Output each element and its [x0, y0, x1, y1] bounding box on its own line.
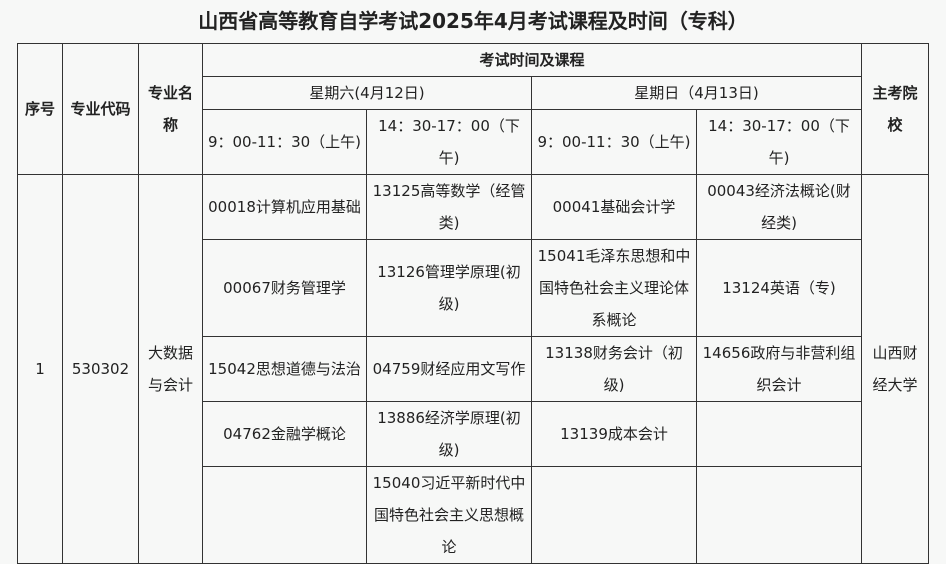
table-row: 00067财务管理学 13126管理学原理(初级) 15041毛泽东思想和中国特… — [18, 239, 929, 337]
header-major-code: 专业代码 — [62, 43, 139, 175]
table-row: 15042思想道德与法治 04759财经应用文写作 13138财务会计（初级) … — [18, 336, 929, 402]
table-row: 1 530302 大数据与会计 00018计算机应用基础 13125高等数学（经… — [17, 174, 929, 564]
course-cell: 13125高等数学（经管类) — [366, 174, 532, 240]
cell-major-name: 大数据与会计 — [138, 174, 203, 564]
header-saturday: 星期六(4月12日) — [202, 76, 532, 110]
cell-major-code: 530302 — [62, 174, 139, 564]
course-cell: 13126管理学原理(初级) — [366, 239, 532, 337]
course-cell: 13138财务会计（初级) — [531, 336, 697, 402]
course-cell: 00043经济法概论(财经类) — [696, 174, 862, 240]
course-cell: 13124英语（专) — [696, 239, 862, 337]
page-title: 山西省高等教育自学考试2025年4月考试课程及时间（专科） — [198, 9, 748, 33]
header-exam-time-courses: 考试时间及课程 — [202, 43, 862, 77]
course-cell: 04762金融学概论 — [202, 401, 367, 467]
header-sun-afternoon: 14：30-17：00（下午) — [696, 109, 862, 175]
course-cell: 00067财务管理学 — [202, 239, 367, 337]
course-cell: 15042思想道德与法治 — [202, 336, 367, 402]
course-cell: 15040习近平新时代中国特色社会主义思想概论 — [366, 466, 532, 564]
course-cell: 13139成本会计 — [531, 401, 697, 467]
cell-seq: 1 — [17, 174, 63, 564]
course-cell: 14656政府与非营利组织会计 — [696, 336, 862, 402]
course-cell: 00041基础会计学 — [531, 174, 697, 240]
course-cell: 04759财经应用文写作 — [366, 336, 532, 402]
header-sat-afternoon: 14：30-17：00（下午) — [366, 109, 532, 175]
course-cell: 00018计算机应用基础 — [202, 174, 367, 240]
course-cell — [531, 466, 697, 564]
header-seq: 序号 — [17, 43, 63, 175]
header-major-name: 专业名称 — [138, 43, 203, 175]
header-school: 主考院校 — [861, 43, 929, 175]
header-sat-morning: 9：00-11：30（上午) — [202, 109, 367, 175]
table-row: 04762金融学概论 13886经济学原理(初级) 13139成本会计 — [18, 401, 929, 467]
course-cell: 15041毛泽东思想和中国特色社会主义理论体系概论 — [531, 239, 697, 337]
course-cell: 13886经济学原理(初级) — [366, 401, 532, 467]
table-row: 15040习近平新时代中国特色社会主义思想概论 — [18, 466, 929, 564]
header-sun-morning: 9：00-11：30（上午) — [531, 109, 697, 175]
exam-schedule-table: 序号 专业代码 专业名称 考试时间及课程 主考院校 星期六(4月12日) 星期日… — [17, 43, 929, 564]
course-cell — [696, 401, 862, 467]
course-cell — [696, 466, 862, 564]
header-sunday: 星期日（4月13日) — [531, 76, 862, 110]
cell-school: 山西财经大学 — [861, 174, 929, 564]
course-cell — [202, 466, 367, 564]
